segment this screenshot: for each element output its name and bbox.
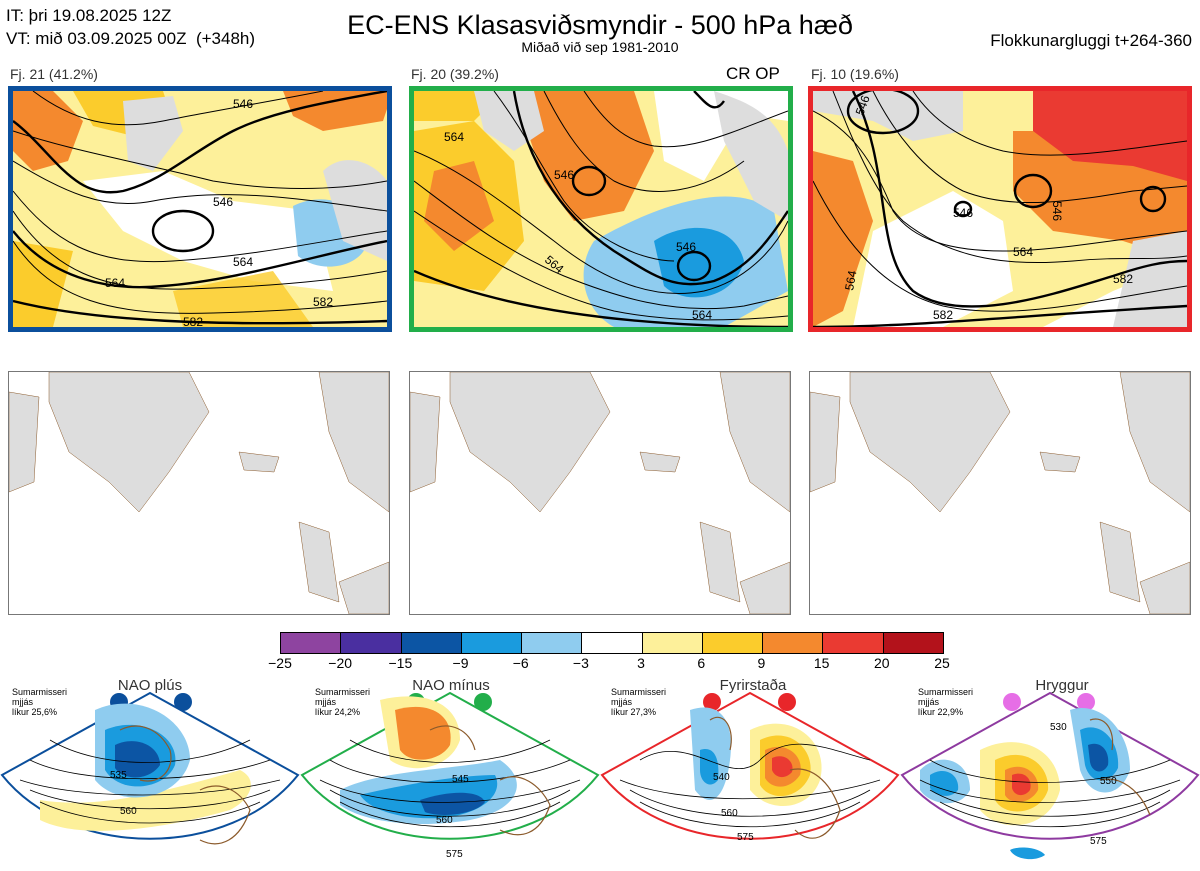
colorbar-segment bbox=[341, 633, 402, 653]
regime-4-dot-right bbox=[1077, 693, 1095, 711]
regime-2-map: 545 560 575 bbox=[300, 691, 600, 860]
init-time: IT: þri 19.08.2025 12Z bbox=[6, 6, 172, 25]
colorbar-tick-label: 6 bbox=[697, 655, 706, 671]
colorbar-segment bbox=[281, 633, 342, 653]
colorbar-tick-label: −25 bbox=[268, 655, 292, 671]
colorbar-tick-label: −20 bbox=[328, 655, 353, 671]
cluster-2-contour-3: 564 bbox=[444, 130, 464, 144]
colorbar-tick-label: 25 bbox=[934, 655, 950, 671]
regime-3-contour-3: 575 bbox=[737, 832, 754, 843]
page-subtitle: Miðað við sep 1981-2010 bbox=[521, 39, 679, 55]
colorbar bbox=[280, 632, 944, 654]
regime-4-map: 530 550 575 bbox=[900, 691, 1200, 860]
empty-map-2 bbox=[409, 371, 791, 615]
regime-3-contour-2: 560 bbox=[721, 808, 738, 819]
regime-3-dot-right bbox=[778, 693, 796, 711]
regime-4-contour-2: 550 bbox=[1100, 776, 1117, 787]
regime-4-dot-left bbox=[1003, 693, 1021, 711]
cluster-1-contour-2: 546 bbox=[213, 195, 233, 209]
colorbar-segment bbox=[522, 633, 583, 653]
regime-2-contour-2: 560 bbox=[436, 815, 453, 826]
empty-map-3 bbox=[809, 371, 1191, 615]
regime-3-map: 540 560 575 bbox=[600, 691, 900, 843]
cluster-3-contour-5: 564 bbox=[842, 269, 859, 291]
cluster-1-contour-1: 546 bbox=[233, 97, 253, 111]
colorbar-tick-label: 9 bbox=[757, 655, 766, 671]
cluster-3-contour-3: 546 bbox=[1050, 201, 1064, 221]
cluster-2-label: Fj. 20 (39.2%) bbox=[411, 66, 499, 82]
cluster-3-label: Fj. 10 (19.6%) bbox=[811, 66, 899, 82]
regime-3-title: Fyrirstaða bbox=[719, 677, 787, 694]
regime-1-map: 535 560 bbox=[0, 691, 300, 845]
empty-map-1 bbox=[8, 371, 390, 615]
regime-1-contour-2: 560 bbox=[120, 806, 137, 817]
cluster-1-contour-6: 582 bbox=[183, 315, 203, 327]
regime-2-contour-3: 575 bbox=[446, 849, 463, 860]
colorbar-tick-label: −3 bbox=[572, 655, 589, 671]
cluster-3-contour-7: 582 bbox=[933, 308, 953, 322]
colorbar-tick-label: −9 bbox=[452, 655, 469, 671]
regime-4-contour-3: 575 bbox=[1090, 836, 1107, 847]
regime-2-title: NAO mínus bbox=[412, 677, 490, 694]
colorbar-segment bbox=[401, 633, 462, 653]
cluster-1-contour-5: 582 bbox=[313, 295, 333, 309]
colorbar-tick-label: 15 bbox=[813, 655, 830, 671]
valid-time: VT: mið 03.09.2025 00Z (+348h) bbox=[6, 29, 256, 48]
regime-1-title: NAO plús bbox=[117, 677, 183, 694]
regime-1-contour-1: 535 bbox=[110, 770, 127, 781]
colorbar-tick-label: −15 bbox=[388, 655, 413, 671]
cluster-1-map: 546 546 564 564 582 582 bbox=[8, 86, 392, 332]
colorbar-segment bbox=[702, 633, 764, 653]
regime-4-info: Sumarmisseri mjjás líkur 22,9% bbox=[918, 687, 974, 717]
cluster-2-map: 546 564 564 546 564 bbox=[409, 86, 793, 332]
colorbar-segment bbox=[883, 633, 943, 653]
cluster-1-contour-4: 564 bbox=[105, 276, 125, 290]
cluster-2-contour-1: 546 bbox=[554, 168, 574, 182]
cluster-3-contour-2: 564 bbox=[1013, 245, 1033, 259]
regime-4-contour-1: 530 bbox=[1050, 722, 1067, 733]
regime-2-dot-right bbox=[474, 693, 492, 711]
colorbar-segment bbox=[763, 633, 824, 653]
cluster-3-contour-4: 546 bbox=[853, 93, 873, 117]
regime-2-contour-1: 545 bbox=[452, 774, 469, 785]
colorbar-segment bbox=[582, 633, 643, 653]
regime-1-info: Sumarmisseri mjjás líkur 25,6% bbox=[12, 687, 68, 717]
colorbar-tick-label: 20 bbox=[874, 655, 890, 671]
regime-2-info: Sumarmisseri mjjás líkur 24,2% bbox=[315, 687, 371, 717]
cluster-2-contour-4: 546 bbox=[676, 240, 696, 254]
cluster-2-tag: CR OP bbox=[726, 64, 780, 83]
colorbar-tick-label: 3 bbox=[637, 655, 645, 671]
cluster-2-contour-5: 564 bbox=[692, 308, 712, 322]
regime-3-contour-1: 540 bbox=[713, 772, 730, 783]
regime-3-info: Sumarmisseri mjjás líkur 27,3% bbox=[611, 687, 667, 717]
cluster-1-contour-3: 564 bbox=[233, 255, 253, 269]
page-title: EC-ENS Klasasviðsmyndir - 500 hPa hæð bbox=[347, 10, 853, 40]
colorbar-segment bbox=[642, 633, 703, 653]
cluster-3-contour-1: 546 bbox=[953, 206, 973, 220]
regime-1-dot-right bbox=[174, 693, 192, 711]
classification-window: Flokkunargluggi t+264-360 bbox=[990, 31, 1192, 50]
cluster-1-label: Fj. 21 (41.2%) bbox=[10, 66, 98, 82]
colorbar-tick-label: −6 bbox=[512, 655, 529, 671]
cluster-3-map: 546 564 546 546 564 582 582 bbox=[808, 86, 1192, 332]
colorbar-segment bbox=[823, 633, 884, 653]
regime-3-dot-left bbox=[703, 693, 721, 711]
cluster-3-contour-6: 582 bbox=[1113, 272, 1133, 286]
regime-4-title: Hryggur bbox=[1035, 677, 1089, 694]
colorbar-segment bbox=[461, 633, 523, 653]
